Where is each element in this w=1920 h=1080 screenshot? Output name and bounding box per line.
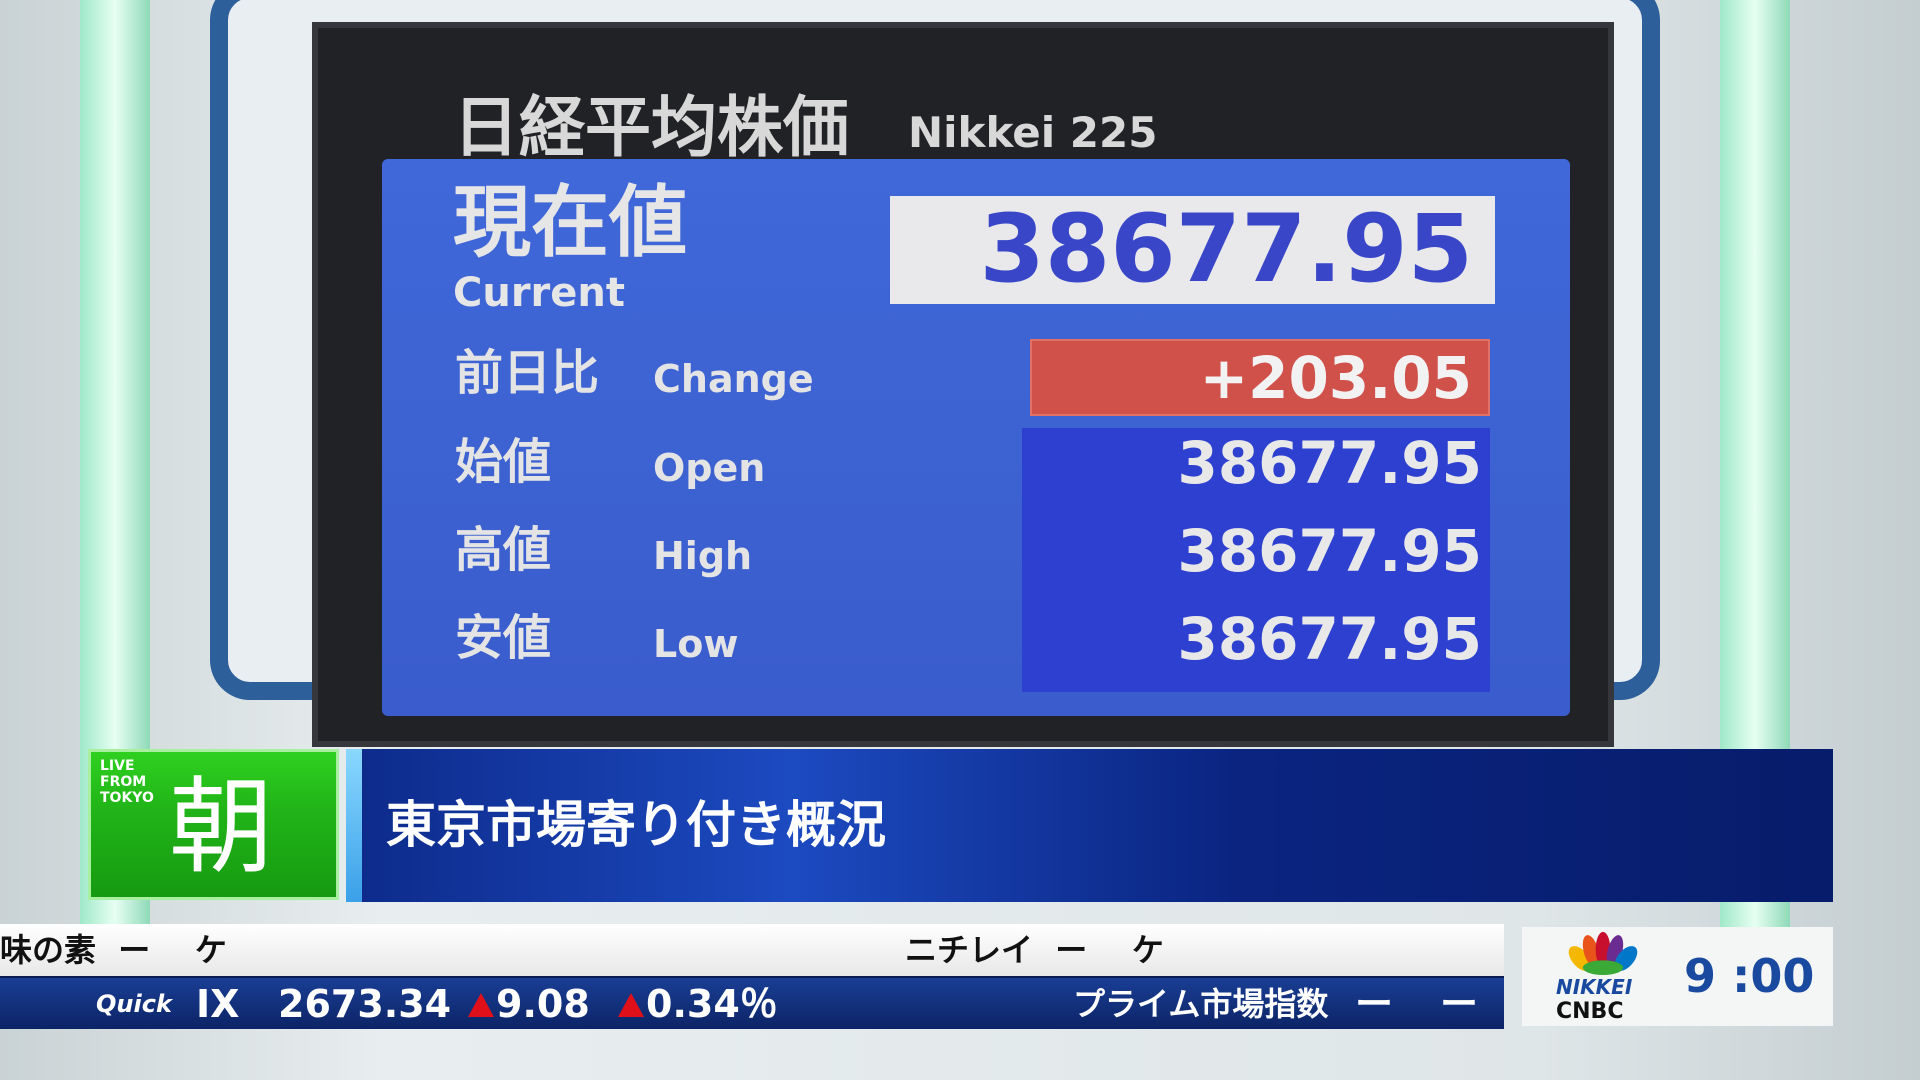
- change-label-en: Change: [653, 357, 814, 401]
- index-value: 2673.34: [278, 982, 452, 1026]
- index-name: IX: [196, 982, 240, 1026]
- quote-panel: 現在値 Current 38677.95 前日比 Change +203.05 …: [382, 159, 1570, 716]
- ticker-top: 味の素 ー ケ ニチレイ ー ケ: [0, 924, 1504, 976]
- ticker-bottom: Quick IX 2673.34 9.08 0.34％ プライム市場指数 ー ー: [0, 976, 1504, 1029]
- up-triangle-icon: [618, 993, 644, 1017]
- low-label-en: Low: [653, 622, 739, 666]
- next-index-name: プライム市場指数: [1073, 985, 1329, 1023]
- live-from-tokyo: LIVE FROM TOKYO: [100, 758, 154, 806]
- high-label: 高値: [455, 522, 552, 578]
- headline-bar: 東京市場寄り付き概況: [346, 749, 1833, 902]
- ohl-box: [1022, 428, 1490, 692]
- index-change: 9.08: [468, 978, 590, 1030]
- peacock-icon: [1568, 931, 1638, 975]
- badge-line: LIVE: [100, 758, 135, 774]
- logo-nikkei: NIKKEI: [1556, 975, 1633, 999]
- open-label: 始値: [455, 434, 552, 490]
- board-title: 日経平均株価: [453, 89, 849, 166]
- headline: 東京市場寄り付き概況: [386, 796, 886, 854]
- badge-kanji: 朝: [169, 766, 274, 888]
- change-value: +203.05: [1030, 339, 1490, 416]
- nikkei-board: 日経平均株価 Nikkei 225 現在値 Current 38677.95 前…: [312, 22, 1614, 747]
- current-label-en: Current: [453, 270, 626, 316]
- high-label-en: High: [653, 534, 753, 578]
- current-label: 現在値: [453, 178, 688, 268]
- quick-logo: Quick: [96, 990, 172, 1018]
- low-value: 38677.95: [1177, 605, 1482, 673]
- up-triangle-icon: [468, 993, 494, 1017]
- program-badge: LIVE FROM TOKYO 朝: [88, 749, 339, 900]
- current-value: 38677.95: [890, 196, 1495, 304]
- logo-cnbc: CNBC: [1556, 999, 1624, 1024]
- open-value: 38677.95: [1177, 429, 1482, 497]
- headline-accent: [346, 749, 362, 902]
- change-label: 前日比: [455, 345, 600, 401]
- open-label-en: Open: [653, 446, 766, 490]
- index-change-pct: 0.34％: [618, 978, 778, 1030]
- high-value: 38677.95: [1177, 517, 1482, 585]
- clock: 9 :00: [1684, 949, 1815, 1003]
- ticker-stock: 味の素 ー ケ: [0, 931, 227, 969]
- board-title-en: Nikkei 225: [908, 108, 1158, 157]
- low-label: 安値: [455, 610, 552, 666]
- next-index-change: ー: [1440, 982, 1479, 1026]
- ticker-stock: ニチレイ ー ケ: [905, 931, 1164, 969]
- next-index-value: ー: [1355, 982, 1394, 1026]
- badge-line: TOKYO: [100, 790, 154, 806]
- badge-line: FROM: [100, 774, 147, 790]
- channel-logo-box: NIKKEI CNBC 9 :00: [1522, 927, 1833, 1026]
